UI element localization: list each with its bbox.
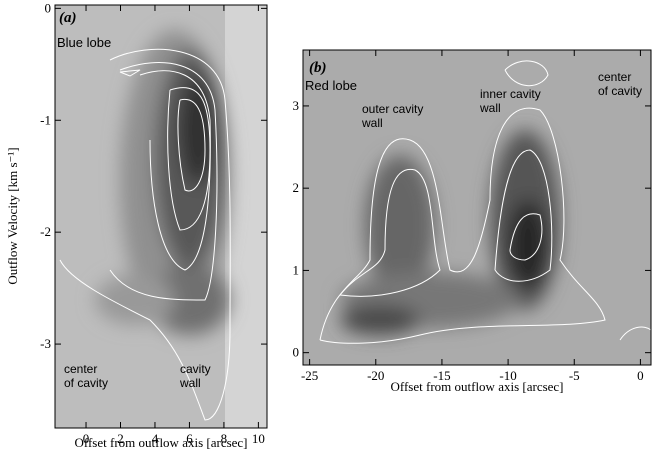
- annotation: wall: [179, 376, 201, 390]
- y-tick-label: 3: [293, 98, 300, 113]
- annotation: wall: [479, 101, 501, 115]
- y-tick-label: -2: [40, 224, 51, 239]
- x-axis-label: Offset from outflow axis [arcsec]: [74, 435, 247, 450]
- annotation: center: [598, 70, 631, 84]
- x-tick-label: -5: [569, 368, 580, 383]
- plot-frame: [302, 49, 652, 366]
- annotation: center: [64, 362, 97, 376]
- plot-frame: [54, 4, 268, 429]
- image-b: [303, 50, 651, 365]
- x-tick-label: 8: [221, 431, 228, 446]
- y-tick-label: 0: [45, 0, 52, 15]
- annotation: of cavity: [598, 84, 642, 98]
- x-tick-label: 4: [152, 431, 159, 446]
- x-tick-label: 0: [637, 368, 644, 383]
- annotation: inner cavity: [480, 87, 541, 101]
- panel-subtitle: Red lobe: [305, 78, 357, 93]
- annotation: of cavity: [64, 376, 108, 390]
- x-axis-label: Offset from outflow axis [arcsec]: [390, 379, 563, 394]
- image-a: [55, 5, 267, 428]
- y-tick-label: -3: [40, 336, 51, 351]
- panel-title: (b): [309, 60, 327, 76]
- x-tick-label: 6: [186, 431, 193, 446]
- y-tick-label: -1: [40, 112, 51, 127]
- x-tick-label: -15: [433, 368, 450, 383]
- annotation: cavity: [180, 362, 211, 376]
- x-tick-label: -25: [301, 368, 318, 383]
- annotation: outer cavity: [362, 102, 423, 116]
- x-tick-label: -20: [367, 368, 384, 383]
- y-axis-label: Outflow Velocity [km s⁻¹]: [5, 147, 20, 284]
- y-tick-label: 1: [293, 262, 300, 277]
- x-tick-label: 0: [83, 431, 90, 446]
- y-tick-label: 0: [293, 345, 300, 360]
- panel-subtitle: Blue lobe: [57, 35, 111, 50]
- panel-title: (a): [59, 10, 77, 26]
- y-tick-label: 2: [293, 180, 300, 195]
- x-tick-label: 10: [252, 431, 265, 446]
- x-tick-label: -10: [499, 368, 516, 383]
- annotation: wall: [361, 116, 383, 130]
- x-tick-label: 2: [117, 431, 124, 446]
